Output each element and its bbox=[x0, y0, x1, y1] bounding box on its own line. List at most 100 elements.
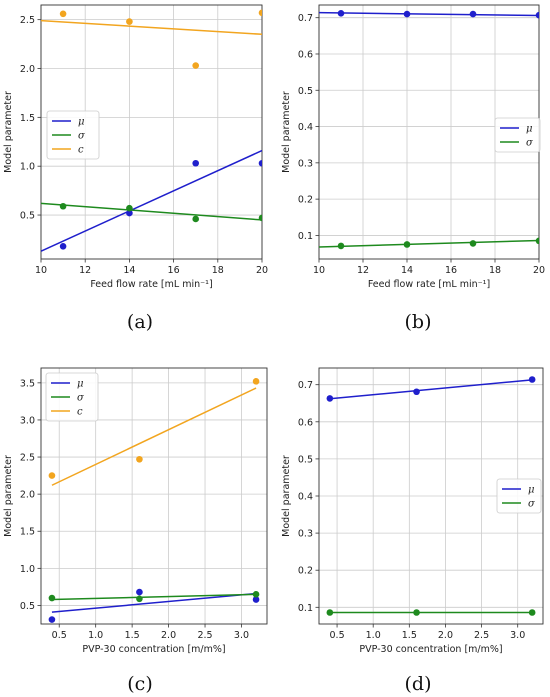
y-tick-label: 0.3 bbox=[298, 529, 313, 540]
legend-label-sigma: σ bbox=[78, 131, 86, 142]
legend: μσ bbox=[496, 478, 542, 514]
axes-frame bbox=[40, 4, 263, 260]
y-tick-label: 2.0 bbox=[20, 64, 35, 75]
data-point-mu bbox=[326, 395, 334, 402]
plot-area bbox=[319, 10, 539, 250]
data-point-mu bbox=[258, 159, 262, 167]
y-tick-label: 0.5 bbox=[20, 211, 35, 222]
y-tick-label: 0.4 bbox=[298, 492, 313, 503]
x-tick-label: 10 bbox=[313, 265, 325, 276]
data-point-sigma bbox=[326, 609, 334, 616]
data-point-sigma bbox=[528, 609, 536, 616]
x-tick-label: 0.5 bbox=[330, 630, 345, 641]
x-tick-label: 18 bbox=[212, 265, 224, 276]
y-tick-label: 0.3 bbox=[298, 158, 313, 169]
data-point-c bbox=[48, 472, 56, 479]
x-axis-label: Feed flow rate [mL min⁻¹] bbox=[368, 279, 490, 290]
fit-line-sigma bbox=[41, 202, 262, 221]
data-point-mu bbox=[192, 159, 199, 167]
x-tick-label: 3.0 bbox=[234, 630, 249, 641]
fit-line-mu bbox=[319, 11, 539, 17]
data-point-sigma bbox=[413, 609, 420, 616]
data-point-mu bbox=[535, 11, 539, 19]
data-point-mu bbox=[469, 10, 477, 18]
data-point-sigma bbox=[252, 591, 260, 598]
data-point-mu bbox=[337, 10, 345, 17]
x-tick-label: 2.5 bbox=[197, 630, 212, 641]
x-tick-label: 12 bbox=[357, 265, 369, 276]
data-point-mu bbox=[403, 10, 411, 18]
fit-line-mu bbox=[41, 149, 262, 252]
data-point-mu bbox=[528, 376, 536, 383]
x-tick-label: 10 bbox=[35, 265, 47, 276]
data-point-sigma bbox=[403, 241, 411, 248]
plot-area bbox=[48, 378, 260, 623]
legend-box bbox=[496, 478, 542, 514]
x-tick-label: 1.0 bbox=[88, 630, 103, 641]
fit-line-mu bbox=[51, 592, 257, 613]
legend-box bbox=[494, 117, 541, 153]
fit-line-sigma bbox=[319, 239, 539, 248]
data-point-sigma bbox=[126, 204, 133, 212]
data-point-c bbox=[59, 10, 67, 18]
x-tick-label: 0.5 bbox=[52, 630, 67, 641]
y-tick-label: 3.5 bbox=[20, 378, 35, 389]
y-tick-label: 0.5 bbox=[20, 601, 35, 612]
chart-panel-2: 10 12 14 16 18 20 0.1 0.2 0.3 0.4 0.5 0.6 0.7 Feed fl… bbox=[281, 4, 545, 333]
legend-label-mu: μ bbox=[528, 485, 535, 496]
panel-label: (d) bbox=[405, 673, 432, 695]
data-point-sigma bbox=[59, 202, 67, 210]
y-tick-label: 0.7 bbox=[298, 380, 313, 391]
x-tick-label: 14 bbox=[123, 265, 135, 276]
fit-line-c bbox=[51, 387, 257, 486]
legend-label-sigma: σ bbox=[526, 138, 534, 149]
data-point-c bbox=[258, 9, 262, 17]
x-tick-label: 16 bbox=[445, 265, 457, 276]
x-tick-label: 1.5 bbox=[125, 630, 140, 641]
axes-frame bbox=[40, 367, 268, 625]
legend: μσc bbox=[46, 110, 100, 160]
y-tick-label: 2.0 bbox=[20, 490, 35, 501]
x-tick-label: 16 bbox=[168, 265, 180, 276]
x-tick-label: 2.5 bbox=[474, 630, 489, 641]
y-tick-label: 1.0 bbox=[20, 162, 35, 173]
data-point-mu bbox=[48, 616, 56, 623]
y-tick-label: 0.1 bbox=[298, 603, 313, 614]
y-tick-label: 3.0 bbox=[20, 415, 35, 426]
legend-box bbox=[46, 110, 100, 160]
legend-box bbox=[45, 372, 99, 422]
x-axis-label: PVP-30 concentration [m/m%] bbox=[82, 644, 225, 655]
data-point-mu bbox=[252, 596, 260, 603]
legend-label-sigma: σ bbox=[77, 393, 85, 404]
plot-area bbox=[326, 376, 536, 616]
y-tick-label: 0.1 bbox=[298, 231, 313, 242]
x-tick-label: 12 bbox=[79, 265, 91, 276]
y-axis-label: Model parameter bbox=[3, 455, 14, 537]
x-tick-label: 20 bbox=[256, 265, 268, 276]
data-point-mu bbox=[126, 209, 133, 217]
y-axis-label: Model parameter bbox=[281, 455, 292, 537]
fit-line-sigma bbox=[51, 593, 257, 601]
y-tick-label: 0.5 bbox=[298, 86, 313, 97]
fit-line-mu bbox=[329, 379, 533, 400]
data-point-sigma bbox=[136, 595, 143, 603]
y-tick-label: 2.5 bbox=[20, 15, 35, 26]
data-point-c bbox=[192, 62, 199, 69]
legend-label-sigma: σ bbox=[528, 499, 536, 510]
x-tick-label: 18 bbox=[489, 265, 501, 276]
data-point-mu bbox=[136, 588, 143, 596]
data-point-sigma bbox=[258, 214, 262, 222]
y-tick-label: 2.5 bbox=[20, 453, 35, 464]
x-tick-label: 1.0 bbox=[366, 630, 381, 641]
panel-label: (b) bbox=[405, 311, 432, 333]
data-point-sigma bbox=[469, 240, 477, 247]
legend-label-mu: μ bbox=[78, 117, 85, 128]
data-point-c bbox=[136, 455, 143, 463]
x-axis-label: Feed flow rate [mL min⁻¹] bbox=[90, 279, 212, 290]
fit-line-c bbox=[41, 19, 262, 36]
chart-panel-1: 10 12 14 16 18 20 0.5 1.0 1.5 2.0 2.5 Feed flow rat… bbox=[3, 4, 268, 333]
x-tick-label: 3.0 bbox=[510, 630, 525, 641]
y-tick-label: 1.5 bbox=[20, 113, 35, 124]
x-axis-label: PVP-30 concentration [m/m%] bbox=[359, 644, 502, 655]
